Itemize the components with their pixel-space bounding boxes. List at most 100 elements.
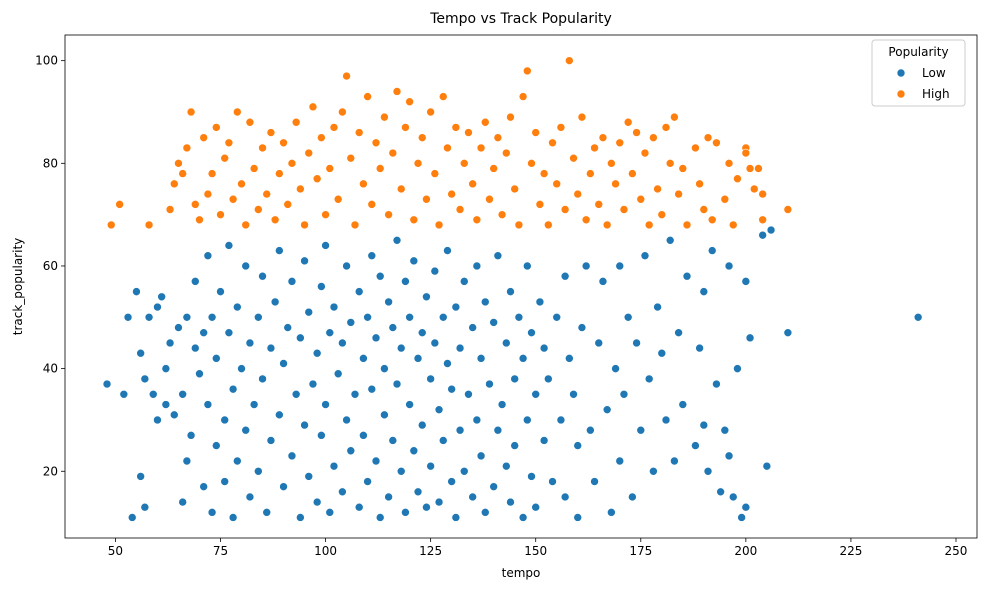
data-point xyxy=(623,117,633,127)
data-point xyxy=(237,179,246,189)
data-point xyxy=(459,159,469,168)
data-point xyxy=(333,194,343,204)
data-point xyxy=(497,400,507,409)
data-point xyxy=(451,513,461,522)
data-point xyxy=(649,466,658,476)
data-point xyxy=(426,107,435,117)
data-point xyxy=(640,251,650,261)
data-point xyxy=(678,164,688,173)
data-point xyxy=(510,374,519,384)
data-point xyxy=(699,205,709,214)
data-point xyxy=(375,164,385,173)
data-point xyxy=(291,389,301,399)
y-tick-label: 60 xyxy=(43,259,58,273)
data-point xyxy=(174,159,183,168)
data-point xyxy=(518,354,528,363)
data-point xyxy=(745,333,755,343)
legend-title: Popularity xyxy=(888,45,948,59)
data-point xyxy=(493,425,503,435)
data-point xyxy=(363,477,372,486)
data-point xyxy=(531,502,541,512)
data-point xyxy=(127,513,137,522)
data-point xyxy=(228,384,238,394)
data-point xyxy=(548,477,557,486)
data-point xyxy=(304,472,314,481)
data-point xyxy=(501,461,511,471)
data-point xyxy=(144,312,154,322)
data-point xyxy=(165,205,175,214)
data-point xyxy=(611,179,620,189)
data-point xyxy=(468,323,477,332)
data-point xyxy=(615,138,625,148)
data-point xyxy=(434,497,444,507)
data-point xyxy=(249,400,259,409)
data-point xyxy=(472,261,482,271)
data-point xyxy=(476,451,486,461)
plot-area xyxy=(64,34,978,539)
data-point xyxy=(480,297,490,307)
data-point xyxy=(291,117,301,127)
data-point xyxy=(304,307,314,317)
data-point xyxy=(350,220,360,230)
data-point xyxy=(607,159,616,168)
data-point xyxy=(501,148,511,158)
data-point xyxy=(136,472,145,481)
data-point xyxy=(380,410,389,420)
data-point xyxy=(216,287,225,296)
y-tick-label: 20 xyxy=(43,464,58,478)
data-point xyxy=(220,477,230,486)
data-point xyxy=(228,194,238,204)
data-point xyxy=(758,189,767,199)
data-point xyxy=(485,379,494,389)
data-point xyxy=(590,477,599,486)
data-point xyxy=(480,117,490,127)
y-axis-label: track_popularity xyxy=(11,238,25,335)
x-tick-label: 175 xyxy=(629,544,652,558)
data-point xyxy=(707,246,717,255)
data-point xyxy=(367,251,377,261)
data-point xyxy=(300,256,309,266)
data-point xyxy=(741,502,751,512)
data-point xyxy=(455,343,465,353)
data-point xyxy=(275,410,284,420)
data-point xyxy=(182,312,192,322)
data-point xyxy=(283,323,293,332)
data-point xyxy=(506,112,515,122)
data-point xyxy=(321,400,330,409)
chart-title: Tempo vs Track Popularity xyxy=(429,11,612,27)
data-point xyxy=(258,271,267,281)
x-tick-label: 75 xyxy=(213,544,228,558)
data-point xyxy=(413,487,423,497)
data-point xyxy=(317,282,326,291)
data-point xyxy=(153,302,162,312)
data-point xyxy=(296,333,305,343)
data-point xyxy=(560,271,570,281)
data-point xyxy=(619,205,629,214)
data-point xyxy=(539,343,549,353)
data-point xyxy=(518,92,528,101)
x-tick-label: 50 xyxy=(108,544,123,558)
data-point xyxy=(741,277,751,286)
data-point xyxy=(216,210,225,219)
data-point xyxy=(199,133,208,142)
data-point xyxy=(703,466,713,476)
data-point xyxy=(203,251,213,261)
data-point xyxy=(569,389,578,399)
data-point xyxy=(598,277,608,286)
data-point xyxy=(287,277,297,286)
data-point xyxy=(296,184,305,194)
legend-label: High xyxy=(922,87,950,101)
data-point xyxy=(459,277,469,286)
data-point xyxy=(527,472,536,481)
data-point xyxy=(396,466,406,476)
data-point xyxy=(703,133,713,142)
data-point xyxy=(523,261,532,271)
data-point xyxy=(211,441,221,450)
data-point xyxy=(640,148,650,158)
data-point xyxy=(169,179,179,189)
data-point xyxy=(733,364,742,373)
data-point xyxy=(346,318,356,327)
data-point xyxy=(476,143,486,153)
data-point xyxy=(413,159,423,168)
